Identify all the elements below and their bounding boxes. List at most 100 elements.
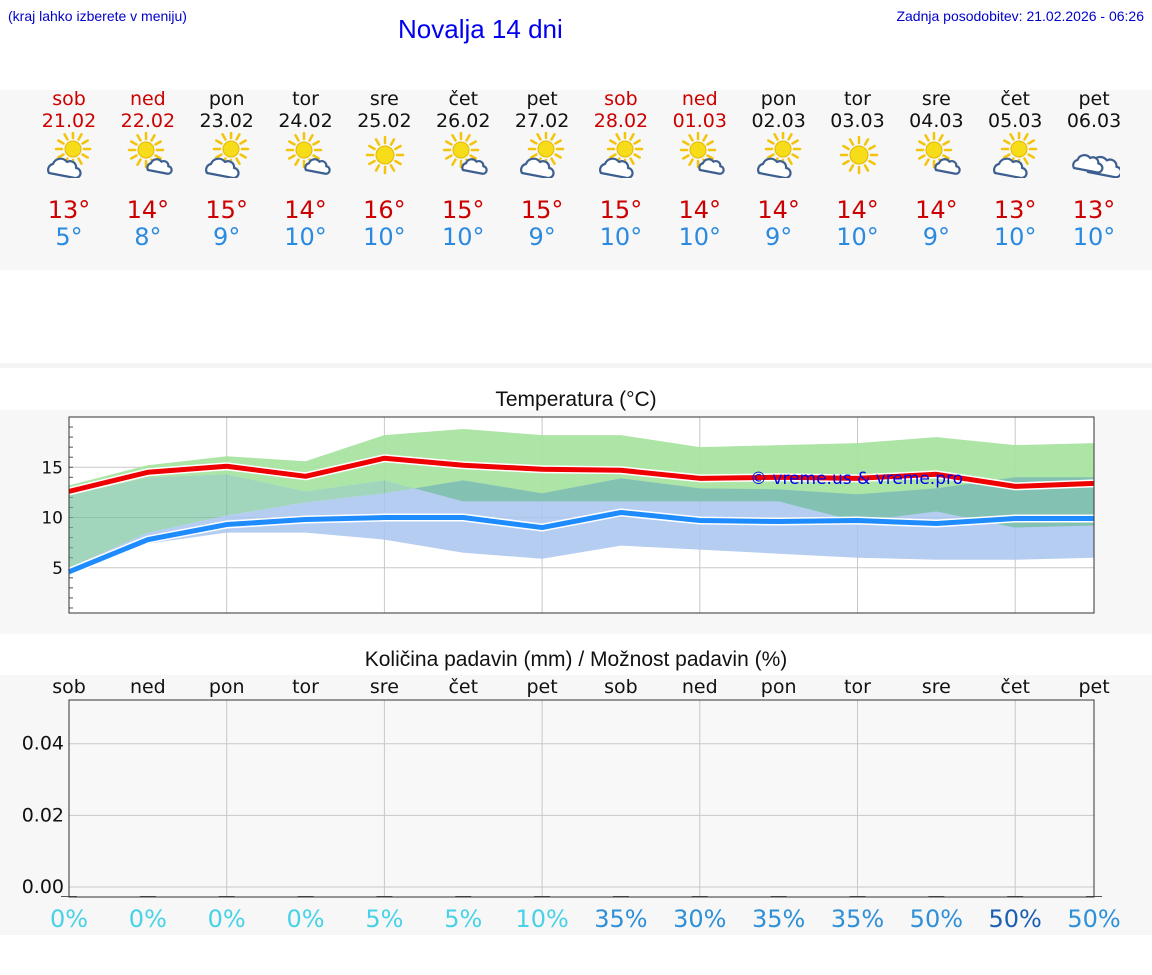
day-date: 22.02 — [120, 110, 176, 132]
min-temp: 10° — [599, 223, 643, 251]
x-day-label: ned — [130, 676, 166, 698]
overlap-band — [69, 474, 1095, 568]
day-name: čet — [1000, 88, 1030, 110]
min-temp: 10° — [993, 223, 1037, 251]
forecast-strip — [0, 90, 1152, 270]
day-column: pet 06.03 13° 10° — [1054, 88, 1134, 258]
precip-chance: 50% — [1067, 905, 1120, 933]
temperature-plot-frame — [68, 416, 1095, 614]
x-day-label: sre — [370, 676, 399, 698]
min-temp: 9° — [213, 223, 241, 251]
day-name: pet — [526, 88, 558, 110]
min-temp: 9° — [922, 223, 950, 251]
day-date: 01.03 — [672, 110, 727, 132]
x-day-label: čet — [448, 676, 478, 698]
precip-chance: 35% — [752, 905, 805, 933]
x-day-label: pet — [1078, 676, 1109, 698]
precip-chance: 50% — [910, 905, 963, 933]
precipitation-chart-title: Količina padavin (mm) / Možnost padavin … — [364, 648, 788, 671]
precip-chance: 5% — [365, 905, 403, 933]
sun-cloud-icon — [520, 132, 565, 178]
max-temp: 15° — [441, 196, 485, 224]
day-date: 03.03 — [830, 110, 885, 132]
location-hint: (kraj lahko izberete v meniju) — [8, 8, 187, 24]
day-column: tor 24.02 14° 10° — [266, 88, 346, 258]
day-column: pet 27.02 15° 9° — [502, 88, 582, 258]
divider — [0, 363, 1152, 368]
sun-small-cloud-icon — [679, 132, 725, 175]
temperature-chart-title: Temperatura (°C) — [495, 388, 657, 411]
precip-chance: 10% — [515, 905, 568, 933]
last-updated: Zadnja posodobitev: 21.02.2026 - 06:26 — [896, 8, 1144, 24]
min-temp: 10° — [678, 223, 722, 251]
max-temp: 14° — [126, 196, 170, 224]
day-name: pon — [760, 88, 797, 110]
day-date: 25.02 — [357, 110, 412, 132]
day-date: 06.03 — [1066, 110, 1122, 132]
min-temp: 10° — [284, 223, 327, 251]
x-day-label: sob — [604, 676, 638, 698]
max-temp: 13° — [1072, 196, 1116, 224]
day-date: 28.02 — [593, 110, 649, 132]
x-day-label: sre — [922, 676, 951, 698]
sun-cloud-icon — [599, 132, 644, 178]
day-name: tor — [292, 88, 319, 110]
min-temp: 9° — [765, 223, 793, 251]
day-column: sre 04.03 14° 9° — [896, 88, 976, 258]
min-temp: 10° — [836, 223, 879, 251]
day-date: 21.02 — [41, 110, 97, 132]
sun-icon — [839, 135, 878, 175]
max-temp: 14° — [915, 196, 958, 224]
x-day-label: pet — [526, 676, 557, 698]
day-column: pon 02.03 14° 9° — [739, 88, 819, 258]
x-day-label: čet — [1000, 676, 1030, 698]
y-tick-label: 10 — [41, 509, 63, 529]
day-column: sob 21.02 13° 5° — [29, 88, 109, 258]
max-temp: 14° — [836, 196, 879, 224]
x-day-label: pon — [761, 676, 797, 698]
day-name: ned — [681, 88, 718, 110]
sun-cloud-icon — [993, 132, 1038, 178]
precip-chance: 50% — [989, 905, 1042, 933]
y-tick-label: 0.00 — [22, 876, 64, 898]
x-day-label: ned — [682, 676, 718, 698]
y-tick-label: 0.02 — [22, 804, 64, 826]
max-temp: 14° — [678, 196, 722, 224]
min-temp: 9° — [528, 223, 556, 251]
day-date: 26.02 — [436, 110, 491, 132]
day-column: sre 25.02 16° 10° — [344, 88, 424, 258]
day-date: 05.03 — [987, 110, 1043, 132]
x-day-label: pon — [209, 676, 245, 698]
day-name: sre — [921, 88, 951, 110]
cloud-icon — [1072, 154, 1121, 178]
precip-chance: 0% — [129, 905, 167, 933]
max-temp: 16° — [363, 196, 406, 224]
day-name: sre — [369, 88, 399, 110]
max-temp-line — [68, 455, 1095, 494]
max-temp: 14° — [284, 196, 327, 224]
max-temp: 13° — [993, 196, 1037, 224]
day-date: 02.03 — [751, 110, 806, 132]
precip-chance: 5% — [444, 905, 482, 933]
min-temp: 10° — [363, 223, 406, 251]
precip-chance: 0% — [50, 905, 88, 933]
sun-icon — [366, 135, 405, 175]
precip-chance: 0% — [208, 905, 246, 933]
sun-small-cloud-icon — [443, 132, 488, 175]
day-name: sob — [604, 88, 638, 110]
day-name: pon — [208, 88, 245, 110]
min-temp: 10° — [1072, 223, 1116, 251]
precip-chance: 0% — [287, 905, 325, 933]
sun-small-cloud-icon — [916, 132, 962, 175]
precip-chance: 35% — [594, 905, 647, 933]
day-column: čet 26.02 15° 10° — [423, 88, 503, 258]
sun-cloud-icon — [204, 132, 249, 178]
day-date: 27.02 — [514, 110, 570, 132]
day-column: tor 03.03 14° 10° — [818, 88, 898, 258]
day-name: čet — [448, 88, 479, 110]
sun-cloud-icon — [756, 132, 801, 178]
min-temp-line — [68, 509, 1095, 575]
sun-cloud-icon — [47, 132, 92, 178]
y-tick-label: 0.04 — [22, 733, 64, 755]
x-day-label: tor — [844, 676, 871, 698]
